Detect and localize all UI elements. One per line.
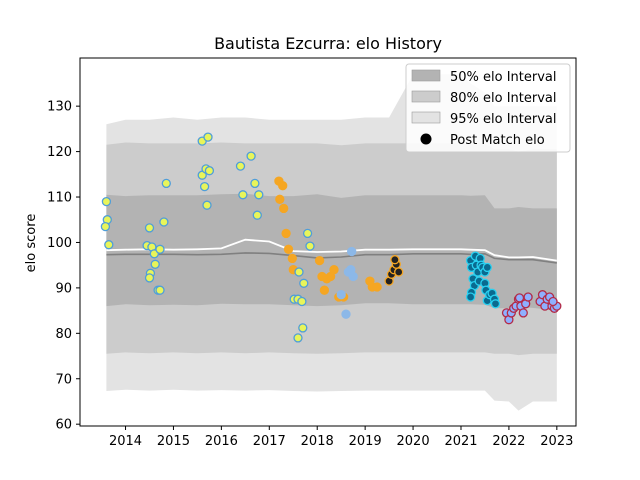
plot-area: 2014 2015 2016 2017 2018 2019 2020 2021 2022 2023… <box>47 57 577 449</box>
data-point <box>199 181 210 192</box>
legend-swatch <box>411 111 441 124</box>
legend-swatch <box>411 90 441 103</box>
y-tick-label: 120 <box>47 145 72 160</box>
y-tick-label: 100 <box>47 236 72 251</box>
y-tick-label: 60 <box>55 418 72 433</box>
data-point <box>518 308 528 318</box>
data-point <box>252 210 262 220</box>
y-tick-label: 130 <box>47 100 72 115</box>
data-point <box>523 292 533 302</box>
data-point <box>302 228 313 239</box>
data-point <box>250 178 260 189</box>
data-point <box>348 271 358 282</box>
legend-label: 95% elo Interval <box>450 112 557 127</box>
data-point <box>155 244 165 254</box>
legend-label: 80% elo Interval <box>450 91 557 106</box>
chart-title: Bautista Ezcurra: elo History <box>214 34 442 53</box>
data-point <box>235 161 246 171</box>
data-point <box>278 181 288 191</box>
legend-swatch <box>411 69 441 82</box>
legend-label: Post Match elo <box>450 133 545 148</box>
data-point <box>390 255 400 265</box>
y-tick-label: 80 <box>55 327 72 342</box>
x-tick-label: 2022 <box>492 434 525 449</box>
x-tick-label: 2016 <box>205 434 238 449</box>
y-axis-label: elo score <box>24 214 39 273</box>
data-point <box>144 273 155 283</box>
data-point <box>159 217 169 227</box>
data-point <box>341 309 351 319</box>
x-tick-label: 2020 <box>397 434 430 449</box>
data-point <box>238 190 248 200</box>
data-point <box>104 240 114 250</box>
data-point <box>319 285 330 295</box>
x-tick-label: 2018 <box>301 434 334 449</box>
data-point <box>298 323 308 333</box>
data-point <box>203 132 213 142</box>
x-tick-label: 2015 <box>157 434 190 449</box>
data-point <box>161 178 171 189</box>
data-point <box>490 299 501 309</box>
legend-marker <box>420 133 432 145</box>
data-point <box>100 221 111 232</box>
data-point <box>294 267 304 277</box>
x-tick-label: 2019 <box>349 434 382 449</box>
y-tick-label: 110 <box>47 191 72 206</box>
data-point <box>281 228 291 239</box>
data-point <box>548 296 558 307</box>
data-point <box>297 296 307 307</box>
data-point <box>155 285 165 295</box>
data-point <box>275 194 285 204</box>
data-point <box>394 267 404 277</box>
data-point <box>204 166 215 176</box>
data-point <box>465 292 476 302</box>
data-point <box>202 200 212 210</box>
data-point <box>372 282 382 292</box>
data-point <box>314 255 325 266</box>
x-tick-label: 2021 <box>444 434 477 449</box>
legend-label: 50% elo Interval <box>450 70 557 85</box>
data-point <box>336 290 346 300</box>
data-point <box>329 265 339 275</box>
legend-frame <box>405 63 571 153</box>
data-point <box>246 151 256 161</box>
x-tick-label: 2017 <box>253 434 286 449</box>
data-point <box>293 333 303 343</box>
x-tick-label: 2014 <box>109 434 142 449</box>
data-point <box>283 244 294 254</box>
data-point <box>299 278 309 288</box>
data-point <box>279 203 289 214</box>
data-point <box>347 246 357 257</box>
y-tick-label: 70 <box>55 372 72 387</box>
y-tick-label: 90 <box>55 281 72 296</box>
data-point <box>254 190 264 200</box>
data-point <box>101 196 112 207</box>
data-point <box>150 259 160 269</box>
data-point <box>305 241 315 251</box>
data-point <box>144 223 155 233</box>
legend: 50% elo Interval 80% elo Interval 95% elo … <box>405 63 571 153</box>
data-point <box>287 253 297 264</box>
x-tick-label: 2023 <box>540 434 573 449</box>
data-point <box>482 262 492 273</box>
